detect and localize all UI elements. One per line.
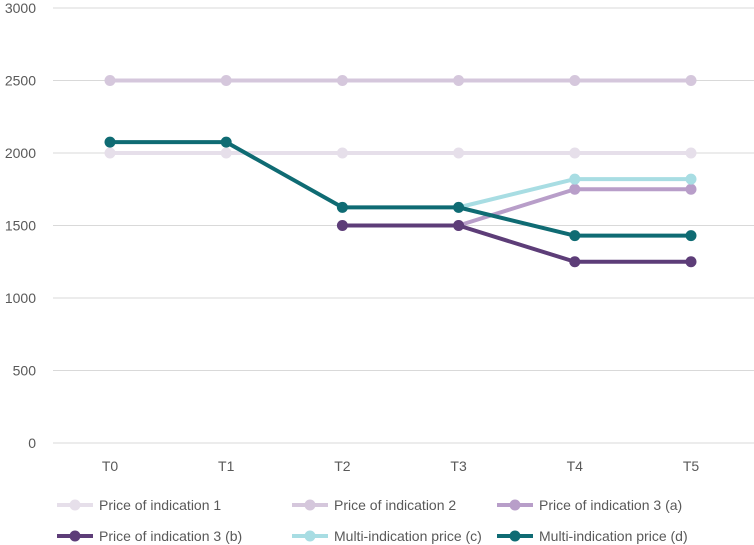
- x-tick-label: T0: [102, 458, 119, 474]
- legend-label: Price of indication 2: [334, 497, 456, 513]
- legend-item: Multi-indication price (d): [497, 528, 688, 544]
- data-point: [569, 183, 581, 195]
- x-tick-label: T3: [450, 458, 467, 474]
- data-point: [569, 147, 581, 159]
- series-1: [104, 147, 697, 159]
- x-tick-label: T5: [683, 458, 700, 474]
- y-tick-label: 2500: [5, 73, 36, 89]
- legend-swatch-marker: [304, 499, 316, 511]
- y-tick-label: 2000: [5, 145, 36, 161]
- y-tick-label: 0: [28, 435, 36, 451]
- data-point: [685, 256, 697, 268]
- data-point: [453, 75, 465, 86]
- data-point: [336, 201, 348, 213]
- data-point: [569, 173, 581, 185]
- data-point: [569, 75, 581, 86]
- y-tick-label: 1500: [5, 218, 36, 234]
- series-4: [336, 220, 697, 268]
- x-tick-label: T4: [567, 458, 584, 474]
- series-line: [110, 140, 691, 238]
- legend-item: Price of indication 3 (a): [497, 497, 682, 513]
- legend-item: Price of indication 1: [57, 497, 221, 513]
- data-point: [453, 147, 465, 159]
- y-tick-label: 500: [13, 363, 37, 379]
- data-point: [220, 136, 232, 148]
- data-point: [685, 173, 697, 185]
- legend-swatch-marker: [509, 530, 521, 542]
- legend-label: Price of indication 3 (a): [539, 497, 682, 513]
- series-3: [453, 183, 697, 231]
- y-tick-label: 1000: [5, 290, 36, 306]
- data-point: [336, 220, 348, 231]
- legend-swatch-marker: [509, 499, 521, 511]
- legend-item: Multi-indication price (c): [292, 528, 482, 544]
- data-point: [569, 230, 581, 242]
- legend-swatch-marker: [69, 530, 81, 542]
- data-point: [685, 230, 697, 242]
- legend-item: Price of indication 3 (b): [57, 528, 242, 544]
- series-lines: [104, 75, 697, 268]
- data-point: [104, 136, 116, 148]
- legend-label: Price of indication 3 (b): [99, 528, 242, 544]
- data-point: [336, 147, 348, 159]
- legend-item: Price of indication 2: [292, 497, 456, 513]
- data-point: [453, 201, 465, 213]
- data-point: [104, 75, 116, 86]
- data-point: [220, 75, 232, 86]
- data-point: [220, 147, 232, 159]
- y-tick-label: 3000: [5, 0, 36, 16]
- legend-swatch-marker: [69, 499, 81, 511]
- series-2: [104, 75, 697, 86]
- x-tick-label: T1: [218, 458, 235, 474]
- x-axis-ticks: T0 T1 T2 T3 T4 T5: [102, 458, 700, 474]
- data-point: [336, 75, 348, 86]
- data-point: [569, 256, 581, 268]
- data-point: [104, 147, 116, 159]
- legend-label: Multi-indication price (c): [334, 528, 482, 544]
- legend-label: Price of indication 1: [99, 497, 221, 513]
- data-point: [453, 220, 465, 231]
- series-6: [104, 136, 697, 242]
- data-point: [685, 183, 697, 195]
- x-tick-label: T2: [334, 458, 351, 474]
- data-point: [685, 147, 697, 159]
- legend: Price of indication 1 Price of indication…: [57, 497, 688, 544]
- series-line: [342, 223, 691, 264]
- legend-label: Multi-indication price (d): [539, 528, 688, 544]
- legend-swatch-marker: [304, 530, 316, 542]
- y-axis-ticks: 0 500 1000 1500 2000 2500 3000: [5, 0, 36, 451]
- data-point: [685, 75, 697, 86]
